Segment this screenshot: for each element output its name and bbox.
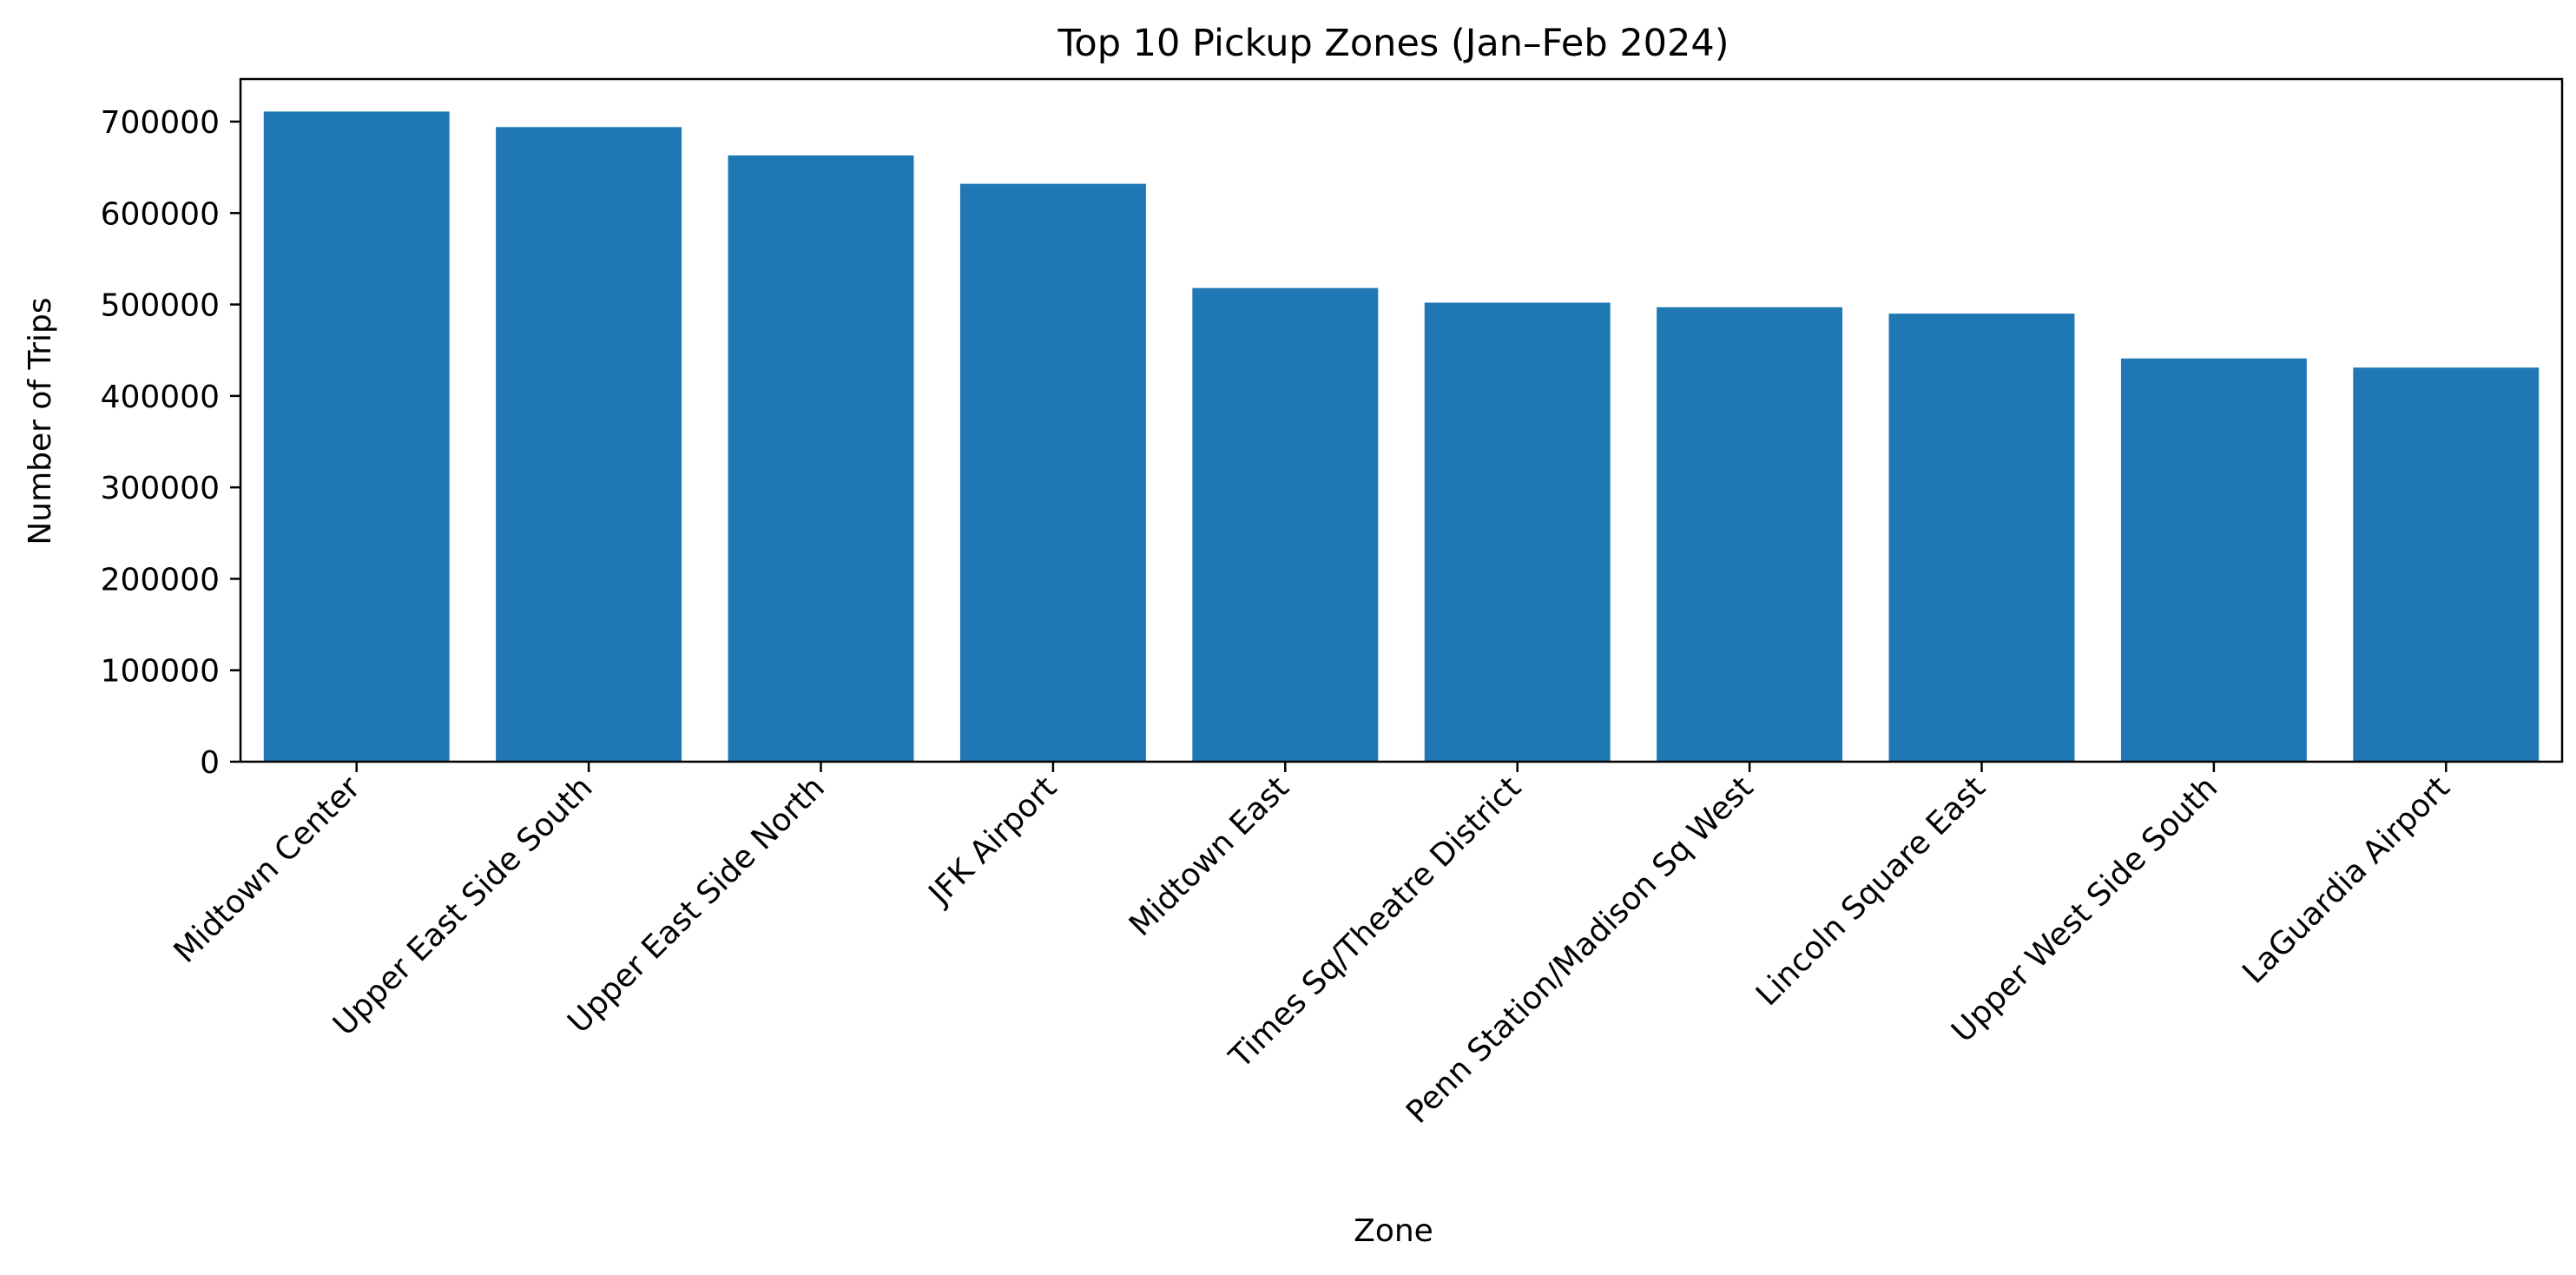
y-tick-label: 100000: [101, 654, 220, 690]
y-tick-label: 700000: [101, 105, 220, 141]
y-tick-label: 300000: [101, 471, 220, 506]
bar: [2120, 358, 2307, 762]
bar: [263, 111, 450, 762]
x-axis-label: Zone: [1354, 1213, 1433, 1249]
y-axis-label: Number of Trips: [23, 297, 58, 545]
bar: [496, 127, 682, 762]
y-tick-label: 400000: [101, 380, 220, 415]
y-tick-label: 600000: [101, 196, 220, 232]
bar: [1192, 287, 1379, 762]
y-axis: 0 100000 200000 300000 400000 500000 600000 700…: [101, 105, 240, 781]
plot-frame: [239, 77, 2564, 763]
y-tick-label: 500000: [101, 288, 220, 324]
bar: [1424, 302, 1611, 762]
bar: [1657, 307, 1843, 762]
bars-group: [263, 111, 2540, 763]
bar: [728, 155, 914, 763]
y-tick-label: 200000: [101, 562, 220, 598]
bar: [2353, 367, 2540, 762]
bar: [959, 183, 1146, 763]
bar: [1888, 314, 2075, 762]
y-tick-label: 0: [200, 745, 220, 781]
chart-title: Top 10 Pickup Zones (Jan–Feb 2024): [1057, 22, 1729, 65]
